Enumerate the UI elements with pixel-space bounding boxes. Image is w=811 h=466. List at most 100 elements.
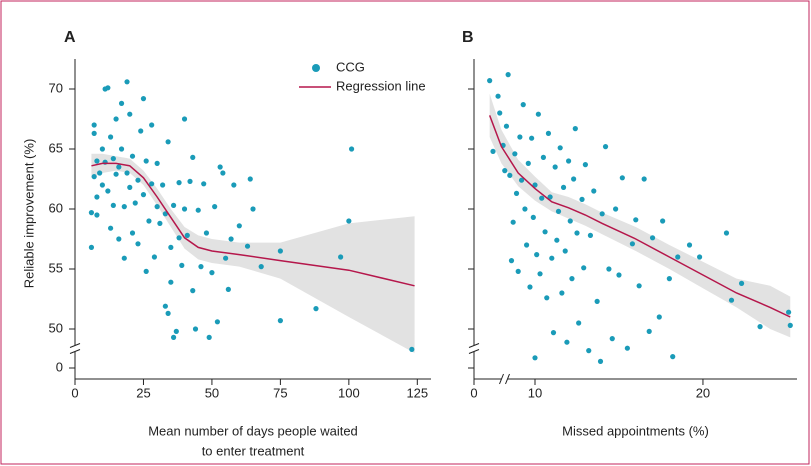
- axis-break: [505, 373, 510, 385]
- point: [113, 171, 119, 177]
- point: [581, 265, 587, 271]
- point: [557, 145, 563, 151]
- y-tick-label: 65: [49, 140, 63, 155]
- point: [168, 244, 174, 250]
- point: [121, 204, 127, 210]
- point: [594, 298, 600, 304]
- point: [629, 241, 636, 247]
- point: [544, 295, 550, 301]
- point: [527, 284, 533, 290]
- point: [738, 280, 745, 286]
- point: [512, 151, 518, 157]
- point: [135, 177, 141, 183]
- point: [236, 223, 242, 229]
- point: [91, 174, 97, 180]
- point: [99, 146, 105, 152]
- point: [113, 116, 119, 122]
- point: [660, 218, 666, 224]
- point: [560, 184, 567, 190]
- point: [348, 146, 355, 152]
- point: [502, 168, 508, 174]
- x-axis-label: Missed appointments (%): [562, 423, 709, 438]
- point: [530, 214, 536, 220]
- point: [787, 322, 793, 328]
- legend-label: Regression line: [336, 78, 426, 93]
- point: [524, 242, 530, 248]
- y-tick-label: 0: [56, 359, 63, 374]
- point: [154, 160, 160, 166]
- point: [154, 204, 160, 210]
- point: [170, 334, 177, 340]
- point: [231, 182, 237, 188]
- x-tick-label: 125: [406, 385, 428, 400]
- point: [646, 328, 652, 334]
- point: [140, 96, 147, 102]
- point: [124, 79, 130, 85]
- point: [597, 358, 604, 364]
- point: [135, 241, 141, 247]
- point: [124, 170, 130, 176]
- point: [206, 334, 212, 340]
- point: [127, 184, 133, 190]
- point: [529, 135, 535, 141]
- x-tick-label: 0: [470, 385, 477, 400]
- point: [670, 354, 676, 360]
- point: [666, 276, 672, 282]
- point: [532, 182, 538, 188]
- point: [209, 270, 215, 276]
- x-tick-label: 75: [273, 385, 287, 400]
- x-axis-label: Mean number of days people waited: [148, 423, 358, 438]
- point: [786, 309, 792, 315]
- point: [184, 232, 190, 238]
- point: [118, 146, 125, 152]
- point: [576, 320, 582, 326]
- point: [118, 100, 125, 106]
- point: [160, 182, 166, 188]
- point: [165, 139, 171, 145]
- confidence-band: [489, 93, 791, 338]
- axis-break: [69, 349, 81, 354]
- point: [507, 172, 513, 178]
- point: [540, 154, 546, 160]
- x-tick-label: 100: [338, 385, 360, 400]
- point: [190, 288, 196, 294]
- axis-break: [468, 349, 480, 354]
- point: [522, 206, 528, 212]
- point: [143, 268, 149, 274]
- point: [225, 286, 231, 292]
- point: [564, 339, 570, 345]
- x-tick-label: 0: [71, 385, 78, 400]
- point: [572, 126, 578, 132]
- point: [313, 306, 319, 312]
- confidence-band: [91, 153, 415, 353]
- point: [176, 180, 182, 186]
- point: [94, 158, 100, 164]
- point: [250, 206, 256, 212]
- point: [346, 218, 352, 224]
- point: [547, 194, 553, 200]
- point: [244, 243, 251, 249]
- point: [542, 229, 548, 235]
- regression-line: [488, 115, 791, 318]
- point: [203, 230, 210, 236]
- point: [88, 244, 95, 250]
- point: [619, 175, 625, 181]
- point: [757, 324, 763, 330]
- point: [686, 242, 693, 248]
- point: [537, 271, 543, 277]
- point: [532, 355, 538, 361]
- point: [140, 192, 147, 198]
- point: [108, 134, 114, 140]
- point: [587, 232, 594, 238]
- point: [116, 236, 122, 242]
- point: [636, 283, 642, 289]
- panel-label: B: [462, 29, 474, 46]
- point: [525, 160, 531, 166]
- point: [170, 202, 177, 208]
- point: [146, 218, 152, 224]
- point: [510, 219, 516, 225]
- point: [151, 254, 158, 260]
- point: [567, 218, 573, 224]
